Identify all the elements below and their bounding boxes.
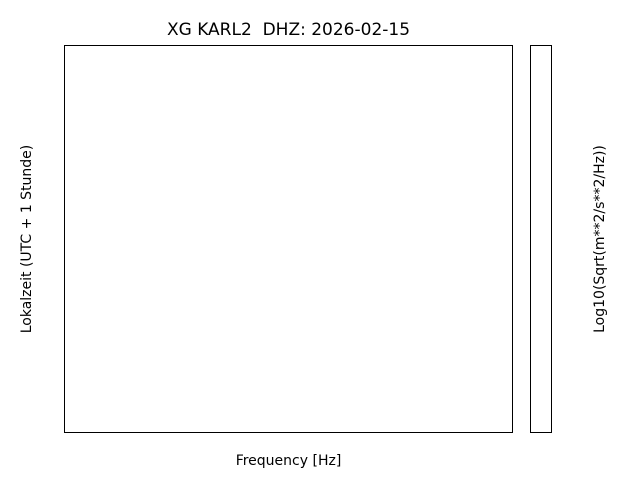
colorbar-label: Log10(Sqrt(m**2/s**2/Hz)) [592,145,608,333]
spectrogram-heatmap [65,46,512,432]
colorbar [530,45,552,433]
x-axis-label: Frequency [Hz] [235,453,342,469]
plot-area [64,45,513,433]
y-axis-label: Lokalzeit (UTC + 1 Stunde) [19,144,35,334]
colorbar-gradient [531,46,551,432]
plot-title: XG KARL2 DHZ: 2026-02-15 [166,20,411,40]
